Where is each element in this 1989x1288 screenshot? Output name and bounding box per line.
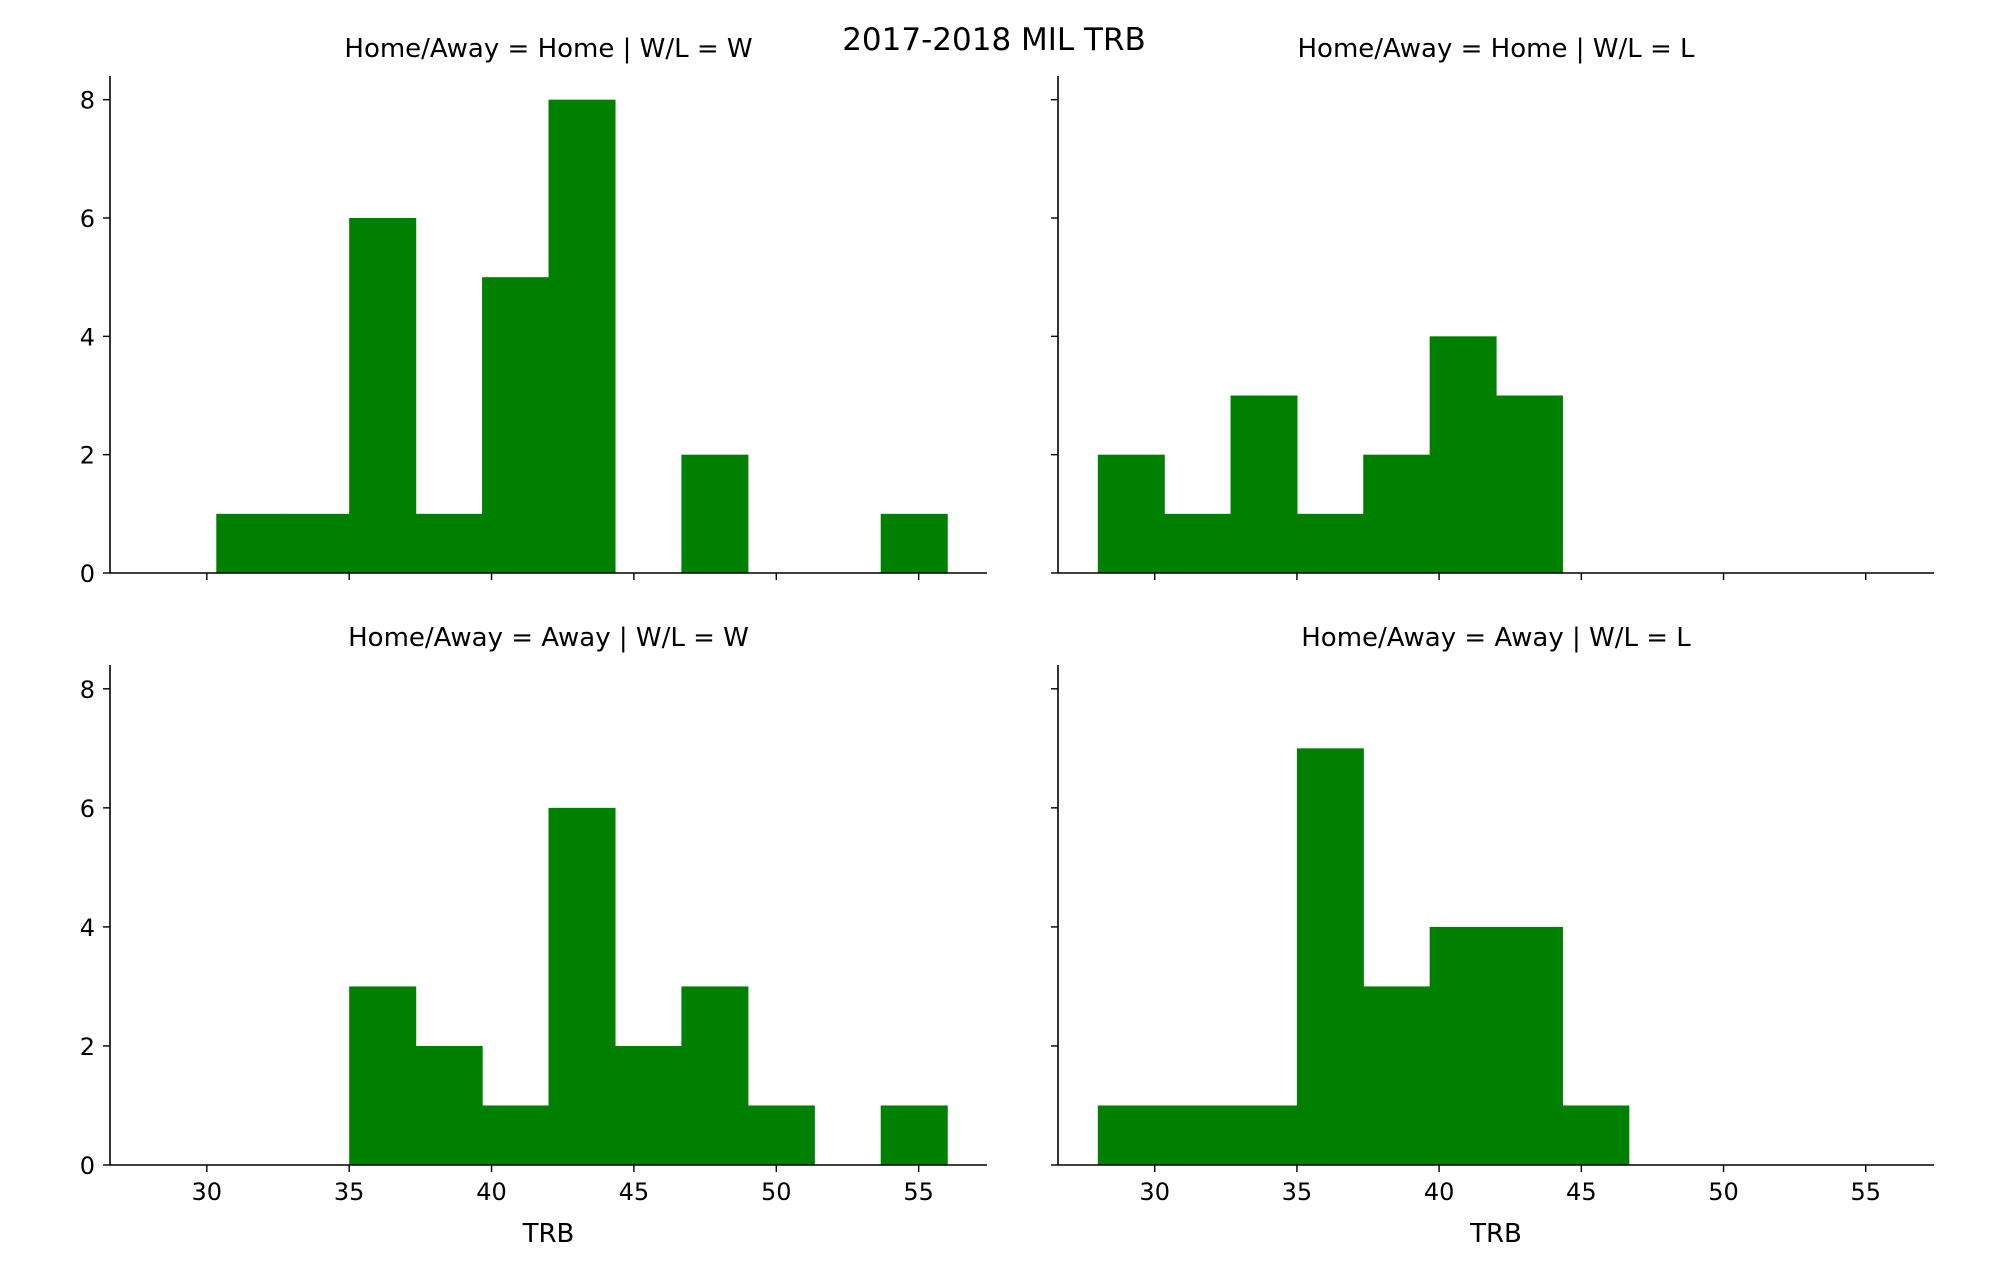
histogram-bar — [1097, 1105, 1165, 1165]
histogram-bar — [1164, 513, 1232, 573]
histogram-bar — [681, 986, 749, 1165]
histogram-bar — [482, 277, 550, 573]
histogram-panel-4: 30 35 40 45 50 55 Home/Away = Away | W/L = L TR… — [1051, 623, 1934, 1249]
x-tick-label: 45 — [1566, 1178, 1597, 1206]
histogram-bar — [1496, 926, 1563, 1165]
histogram-bar — [880, 513, 948, 573]
y-tick-label: 0 — [80, 1152, 95, 1180]
histogram-bar — [1097, 454, 1165, 573]
histogram-bar — [614, 1045, 682, 1165]
histogram-bar — [1496, 395, 1563, 573]
y-tick-label: 6 — [80, 795, 95, 823]
y-tick-label: 2 — [80, 442, 95, 470]
panel-title: Home/Away = Home | W/L = W — [344, 34, 752, 64]
x-tick-label: 30 — [192, 1178, 223, 1206]
histogram-panel-2: Home/Away = Home | W/L = L — [1051, 34, 1934, 580]
histogram-bar — [1230, 1105, 1298, 1165]
y-tick-label: 6 — [80, 205, 95, 233]
y-tick-label: 0 — [80, 560, 95, 588]
histogram-bar — [1363, 454, 1431, 573]
y-tick-label: 8 — [80, 676, 95, 704]
histogram-bar — [1296, 513, 1364, 573]
histogram-bar — [1363, 986, 1431, 1165]
panels: 0 2 4 6 8 Home/Away = Home | W/L = W Home/Away… — [80, 34, 1934, 1249]
x-tick-label: 30 — [1139, 1178, 1170, 1206]
x-axis-label: TRB — [522, 1219, 575, 1249]
histogram-bar — [1562, 1105, 1630, 1165]
histogram-bar — [1296, 748, 1364, 1165]
x-axis-label: TRB — [1469, 1219, 1522, 1249]
histogram-panel-3: 0 2 4 6 8 30 35 40 45 50 55 Home/Away = Away | W/L … — [80, 623, 987, 1249]
histogram-bar — [681, 454, 749, 573]
x-tick-label: 55 — [903, 1178, 934, 1206]
histogram-bar — [415, 1045, 483, 1165]
histogram-bar — [349, 986, 417, 1165]
x-tick-label: 50 — [1708, 1178, 1739, 1206]
y-tick-label: 2 — [80, 1033, 95, 1061]
histogram-bar — [548, 807, 616, 1165]
histogram-bar — [1429, 926, 1497, 1165]
histogram-bar — [880, 1105, 948, 1165]
histogram-bar — [482, 1105, 550, 1165]
x-tick-label: 55 — [1850, 1178, 1881, 1206]
y-tick-label: 4 — [80, 914, 95, 942]
panel-title: Home/Away = Home | W/L = L — [1298, 34, 1696, 64]
x-tick-label: 40 — [476, 1178, 507, 1206]
y-tick-label: 8 — [80, 87, 95, 115]
histogram-bar — [1230, 395, 1298, 573]
panel-title: Home/Away = Away | W/L = W — [348, 623, 749, 653]
x-tick-label: 35 — [334, 1178, 365, 1206]
x-tick-label: 45 — [619, 1178, 650, 1206]
histogram-bar — [747, 1105, 815, 1165]
x-tick-label: 35 — [1282, 1178, 1313, 1206]
histogram-bar — [282, 513, 350, 573]
histogram-bar — [415, 513, 483, 573]
x-tick-label: 50 — [761, 1178, 792, 1206]
histogram-bar — [1429, 336, 1497, 573]
x-tick-label: 40 — [1424, 1178, 1455, 1206]
panel-title: Home/Away = Away | W/L = L — [1301, 623, 1691, 653]
histogram-bar — [216, 513, 284, 573]
y-tick-label: 4 — [80, 323, 95, 351]
histogram-bar — [1164, 1105, 1232, 1165]
histogram-panel-1: 0 2 4 6 8 Home/Away = Home | W/L = W — [80, 34, 987, 588]
histogram-bar — [548, 99, 616, 574]
histogram-bar — [349, 218, 417, 573]
chart-title: 2017-2018 MIL TRB — [842, 22, 1146, 58]
